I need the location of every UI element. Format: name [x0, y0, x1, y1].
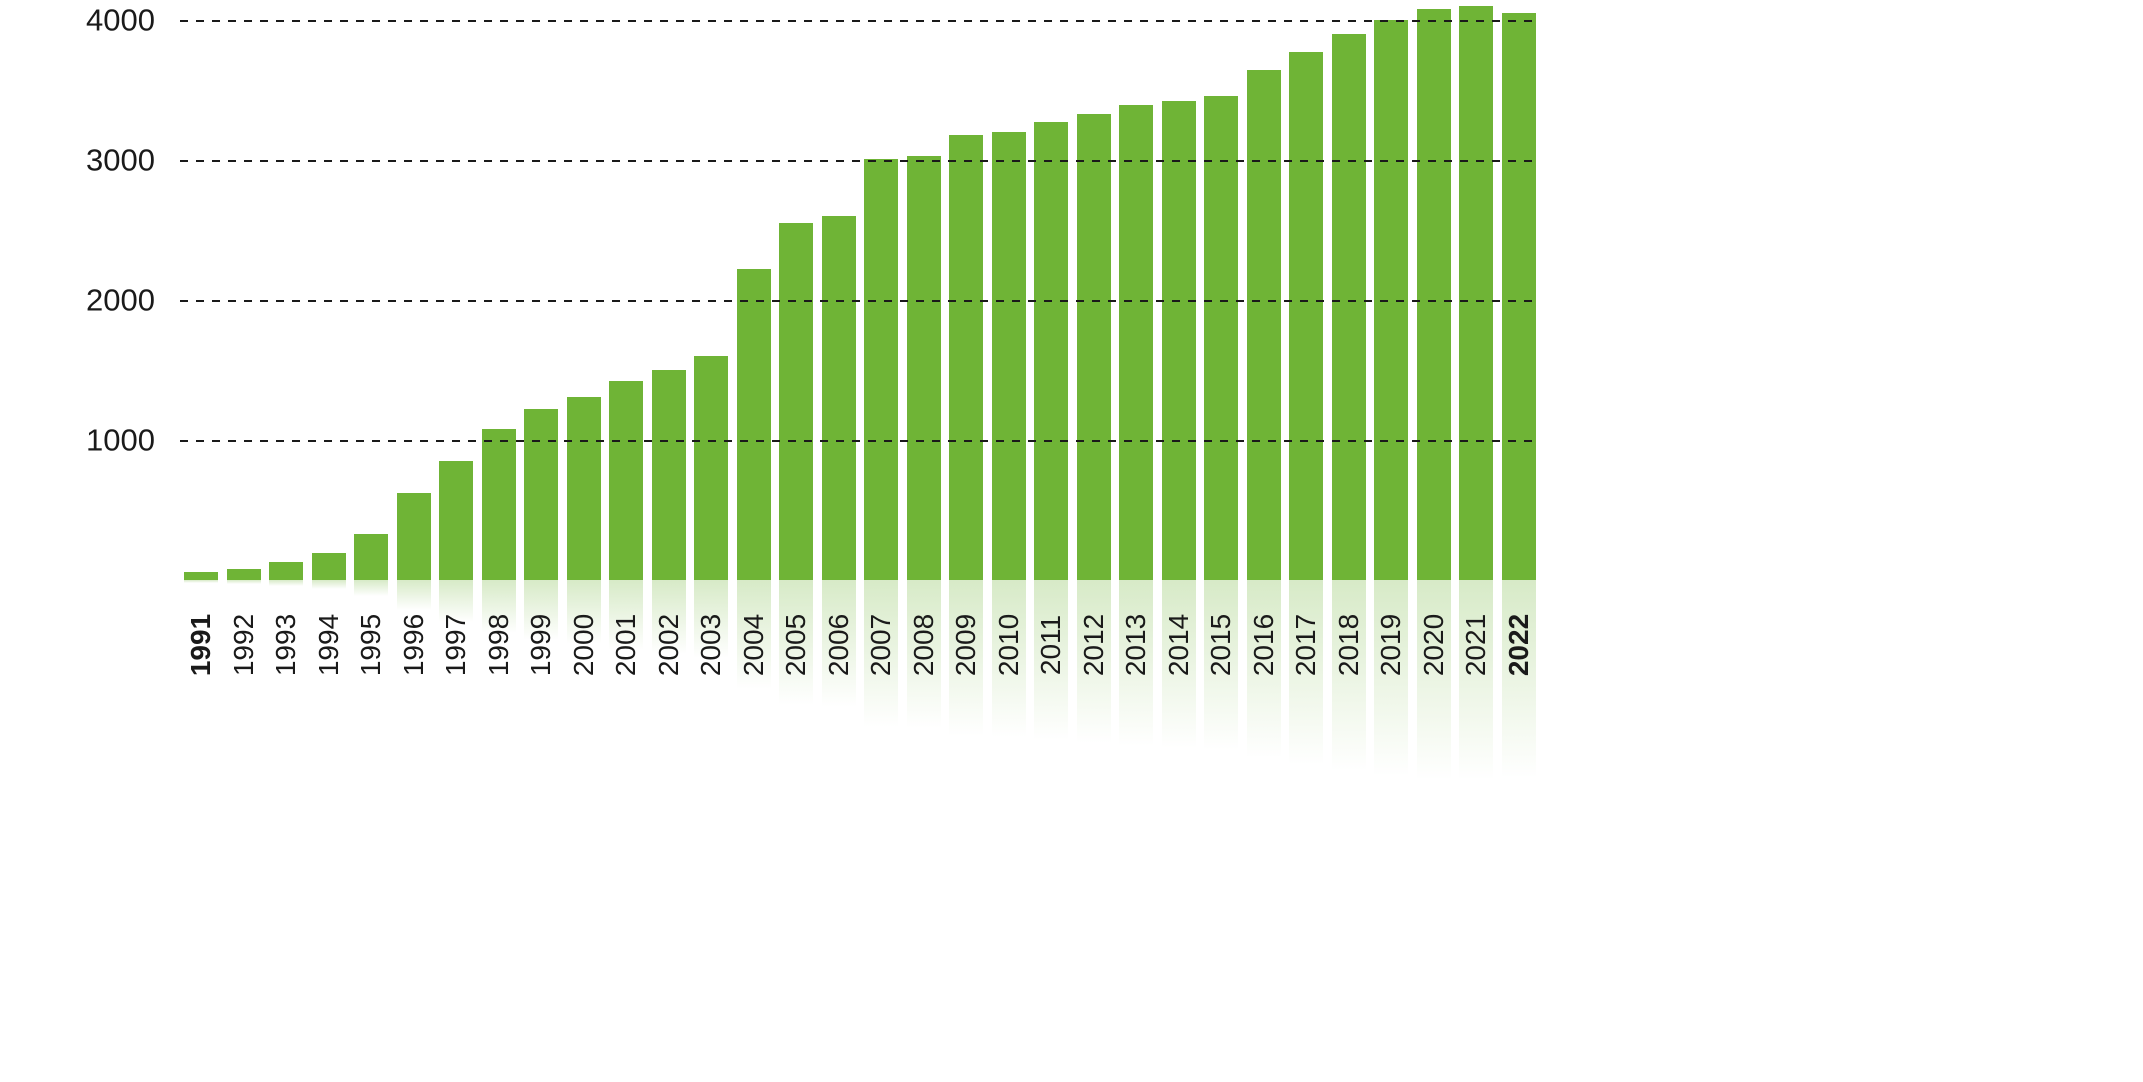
bar — [1459, 6, 1493, 580]
gridline — [180, 300, 1540, 302]
x-tick-label: 2007 — [867, 614, 895, 676]
bar — [397, 493, 431, 580]
bar — [1204, 96, 1238, 580]
bar — [227, 569, 261, 580]
x-tick-label: 2000 — [570, 614, 598, 676]
bar — [779, 223, 813, 580]
x-tick-label: 2019 — [1377, 614, 1405, 676]
x-tick-label: 1991 — [187, 614, 215, 676]
x-tick-label: 1996 — [400, 614, 428, 676]
bar — [1077, 114, 1111, 580]
bar-reflection — [354, 580, 388, 596]
bar — [694, 356, 728, 580]
y-tick-label: 4000 — [0, 5, 155, 36]
bar — [992, 132, 1026, 580]
y-tick-label: 2000 — [0, 285, 155, 316]
bar — [907, 156, 941, 580]
bar-reflection — [1374, 580, 1408, 776]
bar-reflection — [269, 580, 303, 586]
x-tick-label: 2017 — [1292, 614, 1320, 676]
bar — [864, 159, 898, 580]
x-tick-label: 2016 — [1250, 614, 1278, 676]
bar-reflection — [397, 580, 431, 610]
x-tick-label: 2011 — [1037, 615, 1065, 675]
x-tick-label: 2022 — [1505, 614, 1533, 676]
x-tick-label: 2021 — [1462, 614, 1490, 676]
bar — [1247, 70, 1281, 580]
reflection-layer — [180, 580, 1540, 780]
bar — [439, 461, 473, 580]
bar — [312, 553, 346, 580]
bar-reflection — [184, 580, 218, 583]
x-tick-label: 2001 — [612, 614, 640, 676]
bar — [1332, 34, 1366, 580]
x-tick-label: 2009 — [952, 614, 980, 676]
bar — [737, 269, 771, 580]
gridline — [180, 440, 1540, 442]
bar — [1162, 101, 1196, 580]
x-tick-label: 1993 — [272, 614, 300, 676]
x-tick-label: 2004 — [740, 614, 768, 676]
x-tick-label: 2008 — [910, 614, 938, 676]
bar — [354, 534, 388, 580]
x-tick-label: 1994 — [315, 614, 343, 676]
bar — [269, 562, 303, 580]
x-tick-label: 1997 — [442, 614, 470, 676]
x-tick-label: 2003 — [697, 614, 725, 676]
bar-reflection — [1502, 580, 1536, 778]
y-tick-label: 1000 — [0, 425, 155, 456]
bar — [1417, 9, 1451, 580]
x-tick-label: 2018 — [1335, 614, 1363, 676]
bar — [1034, 122, 1068, 580]
x-tick-label: 1995 — [357, 614, 385, 676]
bar — [567, 397, 601, 580]
x-tick-label: 2020 — [1420, 614, 1448, 676]
bar — [949, 135, 983, 580]
bar-chart: 1000 2000 3000 4000 1991 1992 1993 1994 1995 1996… — [0, 0, 2143, 1082]
bar-reflection — [1459, 580, 1493, 780]
x-tick-label: 1998 — [485, 614, 513, 676]
x-tick-label: 2006 — [825, 614, 853, 676]
plot-area — [180, 20, 1540, 580]
x-tick-label: 1992 — [230, 614, 258, 676]
x-tick-label: 2010 — [995, 614, 1023, 676]
bar-reflection — [312, 580, 346, 589]
gridline — [180, 20, 1540, 22]
x-tick-label: 2014 — [1165, 614, 1193, 676]
x-tick-label: 2012 — [1080, 614, 1108, 676]
x-tick-label: 2013 — [1122, 614, 1150, 676]
x-tick-label: 2002 — [655, 614, 683, 676]
x-tick-label: 2015 — [1207, 614, 1235, 676]
bar — [1289, 52, 1323, 580]
bar — [822, 216, 856, 580]
bar — [1119, 105, 1153, 580]
bar-reflection — [1417, 580, 1451, 780]
bar — [1502, 13, 1536, 580]
bar — [524, 409, 558, 580]
bar — [482, 429, 516, 580]
gridline — [180, 160, 1540, 162]
x-tick-label: 2005 — [782, 614, 810, 676]
y-tick-label: 3000 — [0, 145, 155, 176]
x-tick-label: 1999 — [527, 614, 555, 676]
bar — [652, 370, 686, 580]
bar — [609, 381, 643, 580]
bar — [184, 572, 218, 580]
bar-reflection — [227, 580, 261, 584]
